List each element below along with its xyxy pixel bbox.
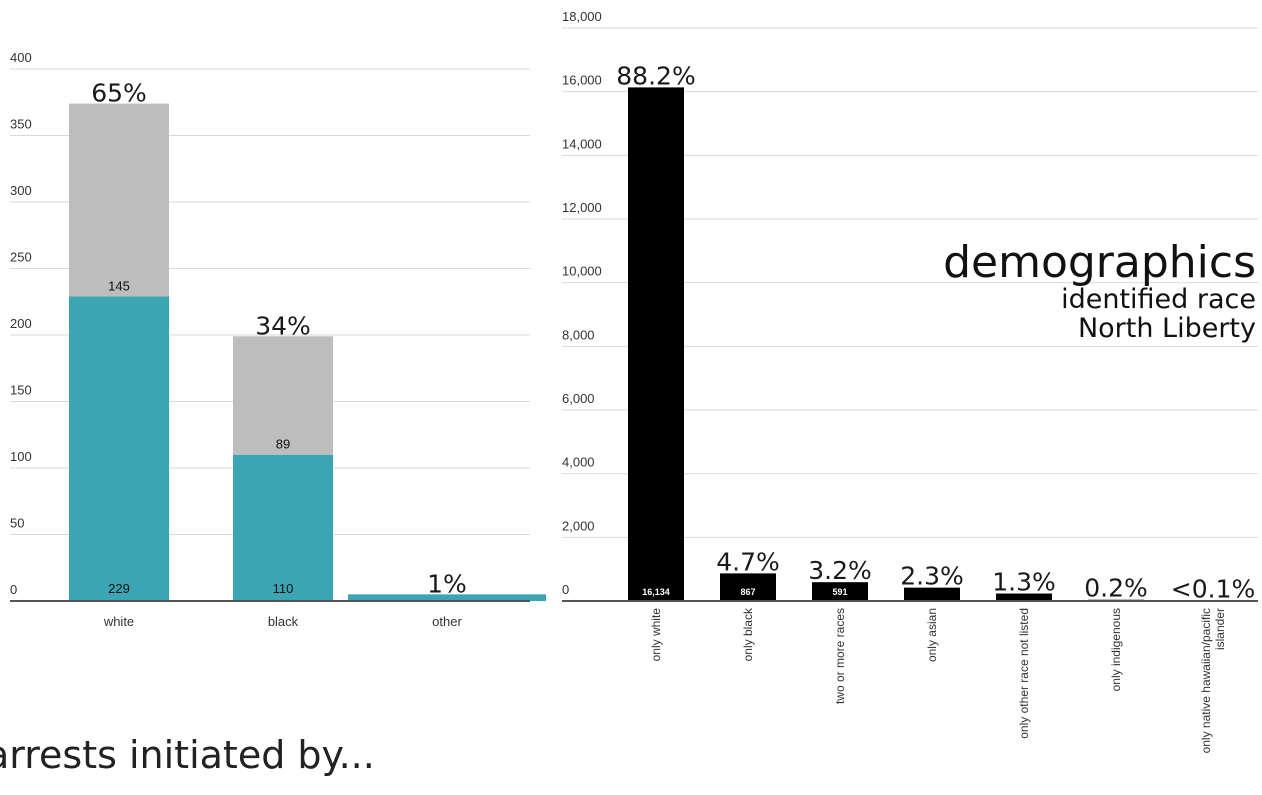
category-label: two or more races [833,608,847,704]
category-label-group: only black [741,607,755,661]
demographics-subtitle-race: identified race [1061,284,1256,316]
y-tick-label: 50 [10,516,24,531]
category-label-group: only white [649,608,663,662]
y-tick-label: 250 [10,250,32,265]
bar-segment [233,336,333,455]
demographics-race-chart: 0 2,000 4,000 6,000 8,000 10,000 12,000 14,000 1… [562,9,1258,753]
y-tick-label: 14,000 [562,136,602,151]
category-label: black [268,614,299,629]
bar-value-label: 591 [832,587,847,597]
y-tick-label: 6,000 [562,391,595,406]
bar-value-label: 16,134 [642,587,670,597]
bar-segment [233,454,333,601]
y-tick-label: 8,000 [562,327,595,342]
segment-value-label: 145 [108,278,130,293]
bar [904,587,960,601]
category-label: only white [649,608,663,662]
percent-label: 2.3% [900,562,964,591]
arrests-caption: arrests initiated by... [0,733,375,777]
category-label-group: two or more races [833,608,847,704]
y-tick-label: 100 [10,449,32,464]
demographics-title: demographics [943,237,1256,288]
bar [720,573,776,601]
percent-label: 1.3% [992,568,1056,597]
y-tick-label: 400 [10,50,32,65]
percent-label: 88.2% [616,61,695,90]
category-label: white [103,614,134,629]
demographics-title-block: demographics identified race North Liber… [943,237,1256,344]
bar [996,593,1052,601]
percent-label: <0.1% [1171,575,1255,604]
bar-segment [69,103,169,297]
category-label-group: only indigenous [1109,608,1123,691]
segment-value-label: 89 [276,437,290,452]
category-label: other [432,614,462,629]
category-label-group: only native hawaiian/pacific islander [1199,608,1227,753]
percent-label: 0.2% [1084,574,1148,603]
bar [812,582,868,601]
y-tick-label: 16,000 [562,73,602,88]
segment-value-label: 229 [108,581,130,596]
category-label: only native hawaiian/pacific [1199,608,1213,753]
category-label: only black [741,607,755,661]
percent-label: 3.2% [808,556,872,585]
arrests-by-race-chart: 0 50 100 150 200 250 300 350 400 229 145 65% white 11… [10,50,546,629]
y-tick-label: 350 [10,117,32,132]
bar-segment [69,296,169,601]
category-label: only indigenous [1109,608,1123,691]
category-label-group: only other race not listed [1017,608,1031,739]
bar-value-label: 867 [740,587,755,597]
y-tick-label: 10,000 [562,264,602,279]
y-tick-label: 4,000 [562,455,595,470]
y-tick-label: 150 [10,383,32,398]
y-tick-label: 300 [10,183,32,198]
percent-label: 4.7% [716,547,780,576]
y-tick-label: 0 [562,582,569,597]
category-label-group: only asian [925,608,939,662]
bar [628,87,684,601]
y-tick-label: 2,000 [562,518,595,533]
category-label: islander [1213,608,1227,650]
percent-label: 34% [255,311,311,340]
demographics-subtitle-place: North Liberty [1077,312,1256,344]
y-tick-label: 0 [10,582,17,597]
y-tick-label: 12,000 [562,200,602,215]
segment-value-label: 110 [273,581,294,596]
y-tick-label: 18,000 [562,9,602,24]
percent-label: 1% [427,569,467,598]
category-label: only asian [925,608,939,662]
category-label: only other race not listed [1017,608,1031,739]
percent-label: 65% [91,79,147,108]
y-tick-label: 200 [10,316,32,331]
bar-segment [348,594,546,601]
